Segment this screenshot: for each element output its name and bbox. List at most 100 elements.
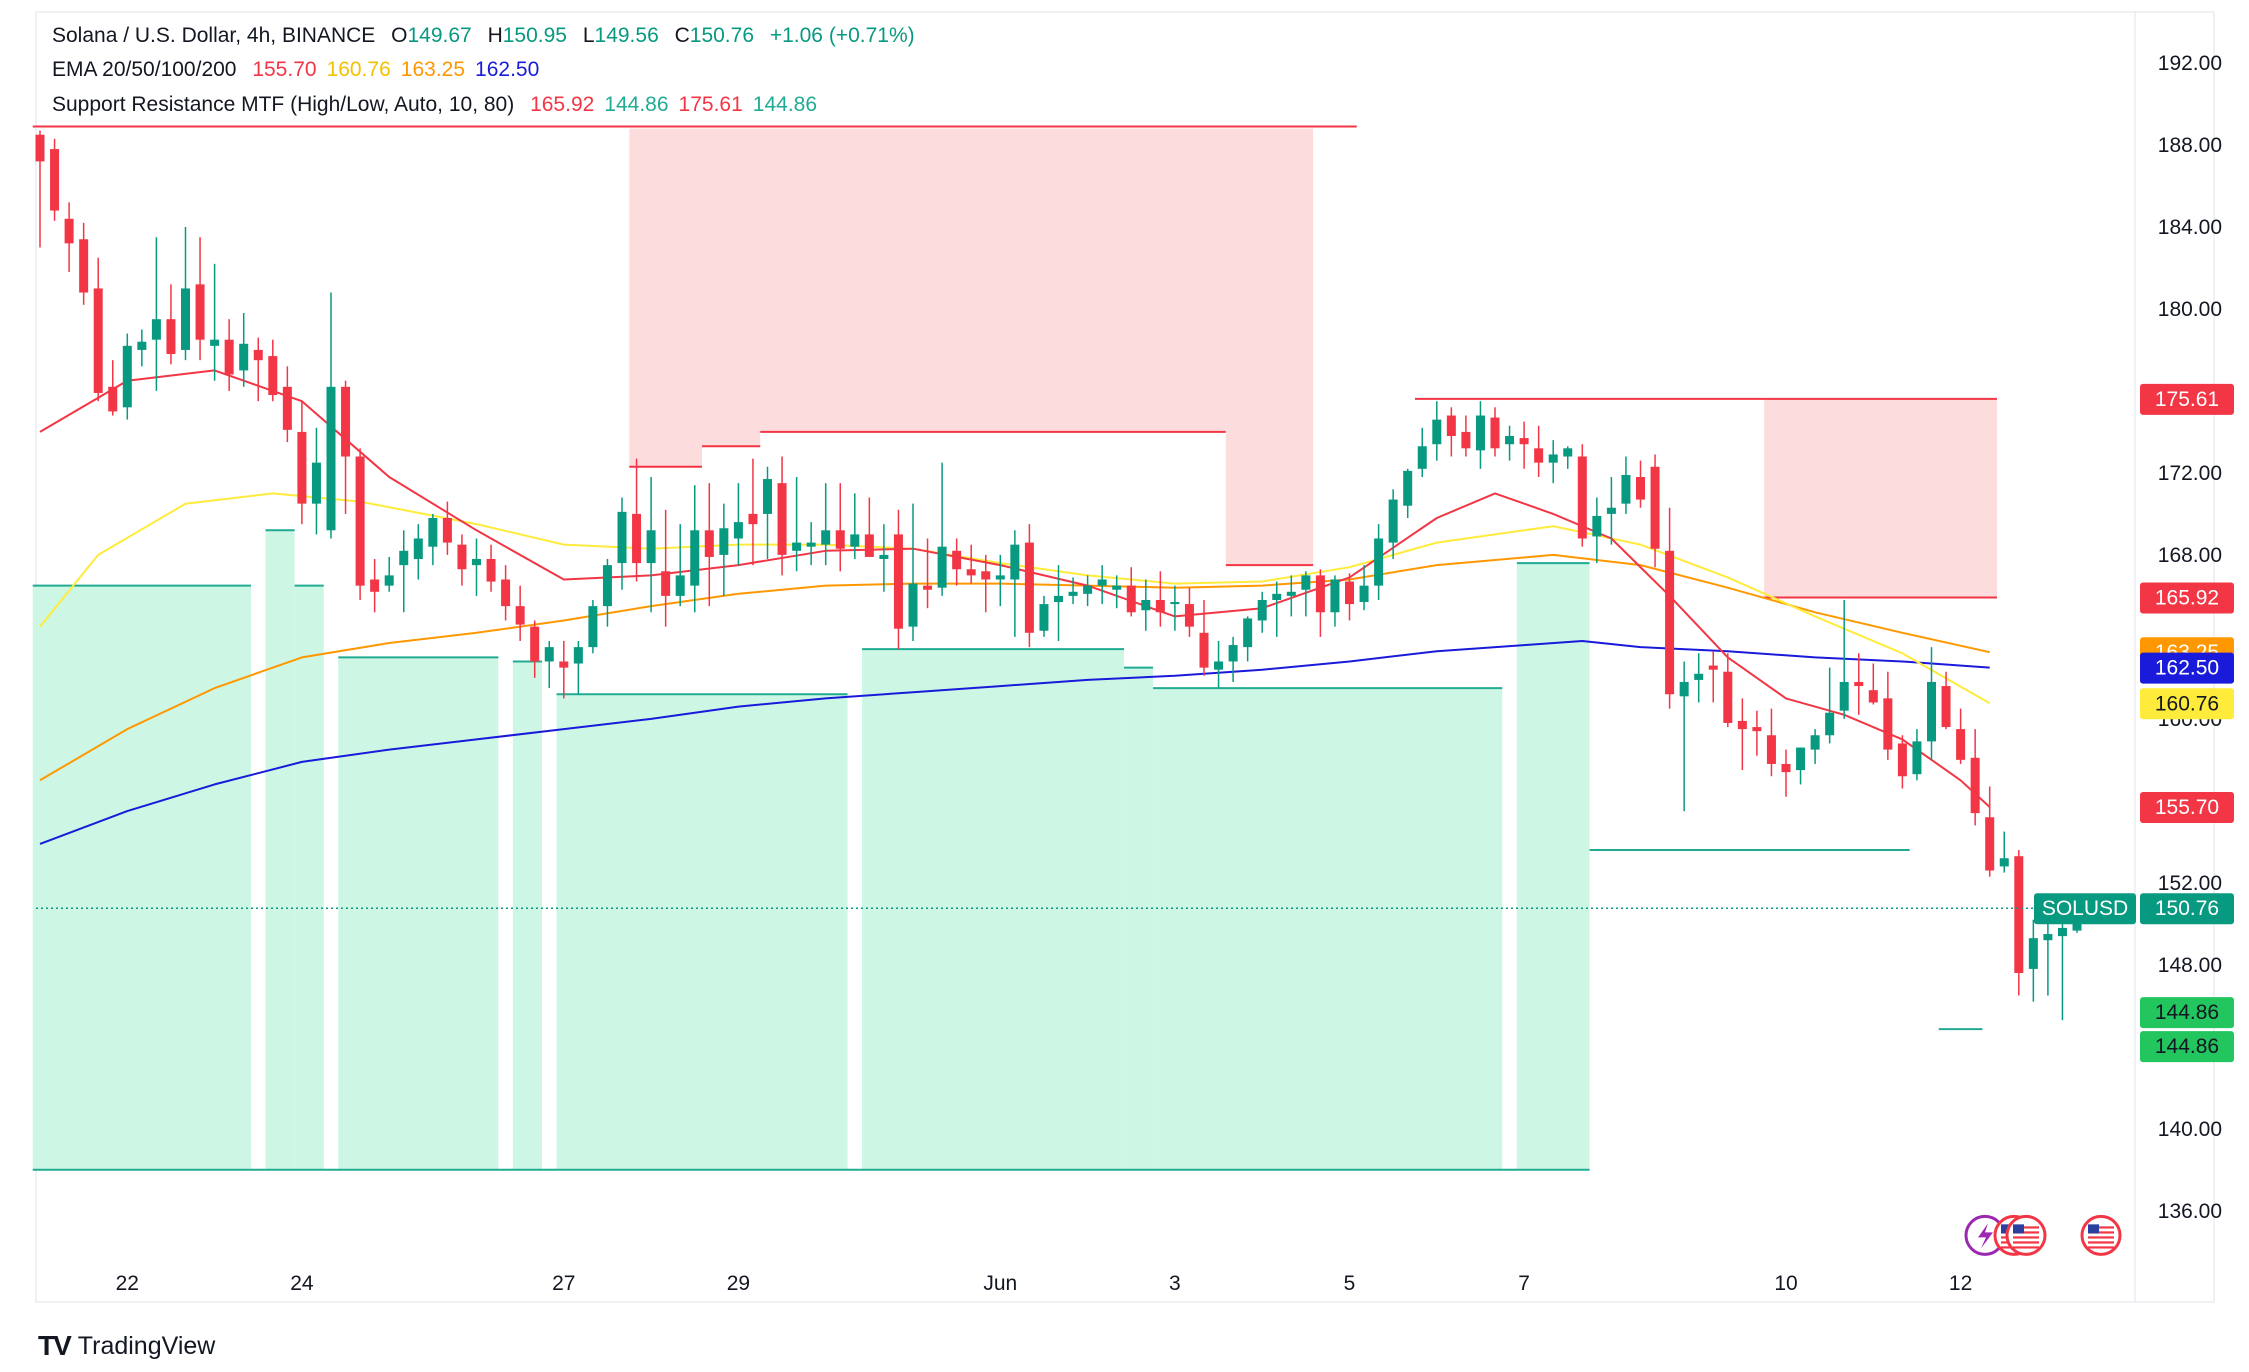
tradingview-brand[interactable]: TV TradingView: [38, 1330, 215, 1362]
support-zone-2: [294, 585, 324, 1170]
candle-body: [1956, 729, 1966, 760]
candle-body: [966, 569, 976, 576]
candle: [1781, 749, 1791, 797]
candle-body: [792, 542, 802, 551]
candle-body: [733, 522, 743, 539]
candle: [399, 530, 409, 613]
candle: [1956, 708, 1966, 764]
candle: [413, 524, 423, 580]
flag-stripe: [2013, 1236, 2039, 1239]
candle-body: [544, 647, 554, 662]
candle: [93, 257, 103, 402]
candle: [763, 466, 772, 559]
symbol-tag-text: SOLUSD: [2042, 897, 2128, 920]
candle: [1999, 831, 2009, 873]
candle: [806, 522, 816, 566]
candle-body: [1345, 581, 1354, 605]
price-label-text: 144.86: [2155, 1001, 2219, 1024]
candle: [908, 503, 918, 641]
candle-body: [515, 606, 525, 625]
flag-stripe: [2088, 1246, 2114, 1249]
y-tick-label: 184.00: [2158, 216, 2222, 239]
candle-body: [457, 544, 467, 570]
candle-body: [908, 583, 918, 627]
price-label-bg: [2140, 582, 2234, 614]
candle-body: [1068, 591, 1078, 596]
open-value: 149.67: [407, 24, 472, 47]
price-label-3: 162.50: [2140, 652, 2234, 684]
candle: [1126, 567, 1136, 617]
candle: [501, 565, 511, 621]
candle: [79, 222, 89, 305]
candle-body: [1097, 579, 1107, 586]
candle-body: [763, 479, 772, 514]
symbol-legend[interactable]: Solana / U.S. Dollar, 4h, BINANCE O149.6…: [52, 24, 935, 48]
candle-body: [1257, 599, 1267, 621]
candle-body: [1534, 448, 1544, 463]
candle-body: [1577, 456, 1587, 539]
flag-stripe: [2088, 1226, 2114, 1229]
price-label-bg: [2140, 1031, 2234, 1063]
candle: [1257, 591, 1267, 633]
candle-body: [617, 511, 627, 564]
candle: [1388, 489, 1398, 559]
candle: [1912, 729, 1922, 781]
candle-body: [1417, 446, 1427, 469]
candle-body: [1927, 681, 1936, 742]
candle-body: [2043, 934, 2053, 941]
candle-body: [981, 571, 991, 580]
candle: [952, 538, 962, 586]
candle: [1650, 454, 1660, 568]
candle: [1243, 616, 1253, 662]
candle-body: [1228, 645, 1238, 662]
price-label-1: 165.92: [2140, 582, 2234, 614]
candle: [602, 558, 612, 627]
flag-canton: [2088, 1224, 2099, 1234]
y-tick-label: 140.00: [2158, 1118, 2222, 1141]
candle-body: [428, 518, 438, 547]
price-label-bg: [2140, 383, 2234, 415]
candle: [166, 284, 176, 365]
candle-body: [675, 575, 685, 596]
us-flag-icon: [2005, 1214, 2047, 1256]
support-zone-4: [512, 661, 542, 1170]
candle: [1883, 671, 1893, 760]
candle: [1708, 651, 1718, 703]
candle: [1184, 587, 1194, 637]
candle-body: [311, 462, 321, 504]
price-label-bg: [2140, 652, 2234, 684]
ema-value-3: 162.50: [475, 58, 540, 81]
flag-stripe: [2013, 1246, 2039, 1249]
price-label-6: 150.76 SOLUSD: [2034, 893, 2234, 925]
candle: [108, 360, 118, 416]
candle-body: [35, 134, 45, 162]
candle-body: [1024, 542, 1034, 633]
candle-body: [1708, 665, 1718, 670]
candle: [1766, 708, 1776, 777]
candle-body: [282, 386, 292, 430]
candle: [1985, 786, 1995, 877]
candle-body: [835, 530, 845, 549]
candle-body: [2057, 927, 2067, 937]
candle: [1592, 497, 1602, 564]
candle: [239, 313, 249, 387]
support-resistance-legend[interactable]: Support Resistance MTF (High/Low, Auto, …: [52, 93, 837, 117]
candle: [1519, 421, 1529, 469]
candle: [690, 485, 700, 613]
candle: [1927, 647, 1936, 760]
candle: [1083, 575, 1093, 607]
candle-body: [79, 239, 89, 293]
y-tick-label: 136.00: [2158, 1200, 2222, 1223]
candle: [1475, 401, 1485, 469]
candle: [1577, 444, 1587, 547]
candle: [472, 538, 481, 596]
candle-body: [1403, 470, 1413, 506]
candle-body: [1330, 579, 1340, 613]
ema-legend[interactable]: EMA 20/50/100/200 155.70 160.76 163.25 162.…: [52, 58, 559, 82]
candle: [253, 337, 263, 402]
candle-body: [64, 218, 74, 244]
candle-body: [195, 284, 205, 340]
candle-body: [486, 558, 496, 582]
price-label-bg: [2140, 997, 2234, 1029]
